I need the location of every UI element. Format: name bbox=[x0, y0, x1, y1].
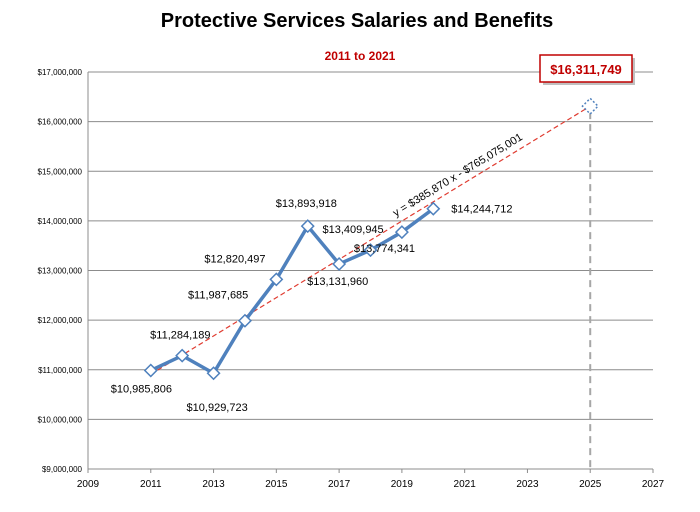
trendline-group: y = $385,870 x - $765,075,001 bbox=[150, 105, 591, 375]
data-label: $10,985,806 bbox=[111, 383, 172, 395]
x-tick-label: 2023 bbox=[516, 479, 539, 490]
y-tick-label: $15,000,000 bbox=[38, 167, 83, 176]
y-tick-label: $17,000,000 bbox=[38, 68, 83, 77]
y-tick-label: $16,000,000 bbox=[38, 118, 83, 127]
data-point bbox=[269, 272, 284, 287]
data-label: $13,774,341 bbox=[354, 243, 415, 255]
projection-callout bbox=[539, 54, 633, 83]
y-tick-label: $12,000,000 bbox=[38, 316, 83, 325]
x-tick-label: 2011 bbox=[140, 479, 162, 490]
series-line bbox=[150, 207, 435, 375]
data-point bbox=[206, 366, 221, 381]
data-label: $13,131,960 bbox=[307, 276, 368, 288]
data-point bbox=[394, 225, 409, 240]
y-tick-label: $13,000,000 bbox=[38, 267, 83, 276]
data-label: $13,409,945 bbox=[323, 224, 384, 236]
gridlines bbox=[88, 71, 653, 420]
projection-group: $16,311,749 bbox=[539, 54, 635, 469]
data-label: $11,987,685 bbox=[188, 290, 248, 302]
data-label: $10,929,723 bbox=[187, 402, 248, 414]
data-labels: $10,985,806 $11,284,189 $10,929,723 $11,987… bbox=[111, 198, 513, 414]
data-point bbox=[332, 256, 347, 271]
y-tick-label: $10,000,000 bbox=[38, 415, 83, 424]
y-tick-label: $11,000,000 bbox=[38, 366, 82, 375]
data-label: $11,284,189 bbox=[150, 330, 210, 342]
x-tick-label: 2015 bbox=[265, 479, 288, 490]
x-tick-label: 2013 bbox=[202, 479, 225, 490]
data-point bbox=[363, 243, 378, 258]
data-point bbox=[175, 348, 190, 363]
data-point bbox=[143, 363, 158, 378]
trendline bbox=[150, 105, 591, 375]
axes bbox=[87, 72, 654, 473]
chart-title: Protective Services Salaries and Benefit… bbox=[161, 10, 553, 32]
data-point bbox=[237, 313, 252, 328]
projection-value-label: $16,311,749 bbox=[550, 62, 622, 77]
projection-marker bbox=[581, 97, 600, 115]
x-tick-label: 2027 bbox=[642, 479, 665, 490]
x-tick-label: 2019 bbox=[391, 479, 414, 490]
data-point bbox=[300, 219, 315, 234]
data-label: $13,893,918 bbox=[276, 198, 337, 210]
series-group bbox=[143, 201, 441, 381]
data-label: $12,820,497 bbox=[204, 253, 265, 265]
data-label: $14,244,712 bbox=[451, 204, 512, 216]
chart-subtitle: 2011 to 2021 bbox=[325, 49, 396, 63]
x-tick-label: 2009 bbox=[77, 479, 100, 490]
x-tick-label: 2021 bbox=[454, 479, 477, 490]
y-tick-label: $9,000,000 bbox=[42, 465, 83, 474]
tick-labels: $9,000,000 $10,000,000 $11,000,000 $12,000,… bbox=[38, 68, 665, 490]
data-point bbox=[426, 201, 441, 216]
y-tick-label: $14,000,000 bbox=[38, 217, 83, 226]
x-tick-label: 2025 bbox=[579, 479, 602, 490]
x-tick-label: 2017 bbox=[328, 479, 351, 490]
